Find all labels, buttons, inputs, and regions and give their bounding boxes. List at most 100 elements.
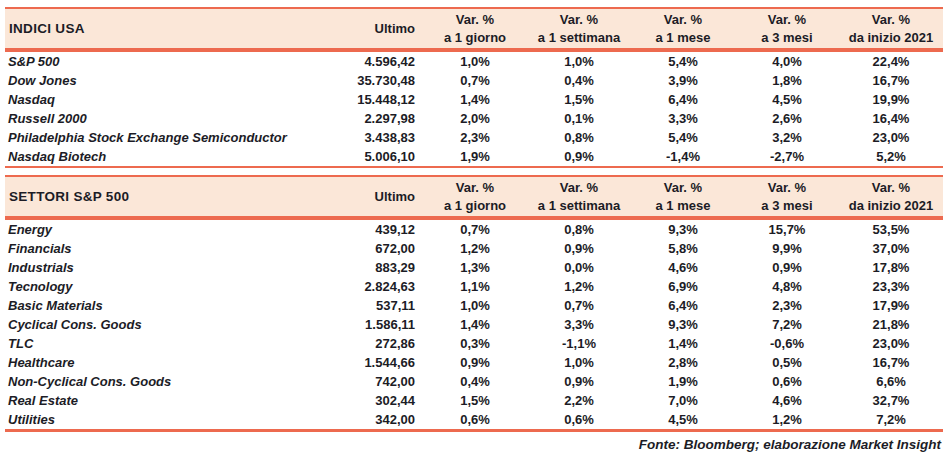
var-value: 6,9% <box>631 279 735 294</box>
var-value: 7,2% <box>839 412 943 427</box>
var-value: 4,5% <box>735 92 839 107</box>
row-label: Russell 2000 <box>5 111 333 126</box>
table-row: S&P 5004.596,421,0%1,0%5,4%4,0%22,4% <box>5 52 943 71</box>
var-value: 16,4% <box>839 111 943 126</box>
var-value: 0,0% <box>527 260 631 275</box>
indici-usa-header-row: INDICI USA Ultimo Var. % a 1 giorno Var.… <box>5 7 943 48</box>
var-value: 1,5% <box>527 92 631 107</box>
ultimo-value: 2.824,63 <box>333 279 423 294</box>
var-value: 2,2% <box>527 393 631 408</box>
period-label: a 1 giorno <box>423 29 527 47</box>
var-value: 19,9% <box>839 92 943 107</box>
col-header-var-1-settimana: Var. % a 1 settimana <box>527 177 631 216</box>
row-label: Healthcare <box>5 355 333 370</box>
var-label: Var. % <box>527 179 631 197</box>
row-label: Energy <box>5 222 333 237</box>
var-value: 0,7% <box>527 298 631 313</box>
row-label: S&P 500 <box>5 54 333 69</box>
col-header-var-1-giorno: Var. % a 1 giorno <box>423 177 527 216</box>
var-value: 9,3% <box>631 222 735 237</box>
row-label: Industrials <box>5 260 333 275</box>
var-value: 0,5% <box>735 355 839 370</box>
var-label: Var. % <box>631 179 735 197</box>
table-bottom-rule <box>5 429 943 432</box>
table-row: Utilities342,000,6%0,6%4,5%1,2%7,2% <box>5 410 943 429</box>
var-value: 1,4% <box>423 92 527 107</box>
var-value: 9,9% <box>735 241 839 256</box>
var-value: 6,4% <box>631 298 735 313</box>
var-value: 4,8% <box>735 279 839 294</box>
var-value: 0,6% <box>735 374 839 389</box>
row-label: Dow Jones <box>5 73 333 88</box>
var-value: 1,9% <box>631 374 735 389</box>
row-label: Philadelphia Stock Exchange Semiconducto… <box>5 130 333 145</box>
var-value: 23,0% <box>839 130 943 145</box>
period-label: a 1 settimana <box>527 197 631 215</box>
var-value: 4,0% <box>735 54 839 69</box>
var-value: 7,0% <box>631 393 735 408</box>
row-label: Real Estate <box>5 393 333 408</box>
var-value: 0,7% <box>423 222 527 237</box>
ultimo-value: 4.596,42 <box>333 54 423 69</box>
row-label: Nasdaq Biotech <box>5 149 333 164</box>
table-row: Energy439,120,7%0,8%9,3%15,7%53,5% <box>5 220 943 239</box>
var-value: 0,6% <box>423 412 527 427</box>
var-value: 0,9% <box>423 355 527 370</box>
var-label: Var. % <box>423 179 527 197</box>
var-value: 1,1% <box>423 279 527 294</box>
ultimo-value: 5.006,10 <box>333 149 423 164</box>
col-header-var-inizio-2021: Var. % da inizio 2021 <box>839 177 943 216</box>
indici-usa-rows: S&P 5004.596,421,0%1,0%5,4%4,0%22,4% Dow … <box>5 52 943 166</box>
ultimo-value: 342,00 <box>333 412 423 427</box>
period-label: a 1 settimana <box>527 29 631 47</box>
var-value: 5,2% <box>839 149 943 164</box>
table-row: TLC272,860,3%-1,1%1,4%-0,6%23,0% <box>5 334 943 353</box>
var-value: 6,4% <box>631 92 735 107</box>
var-value: -1,4% <box>631 149 735 164</box>
var-value: 1,8% <box>735 73 839 88</box>
row-label: Utilities <box>5 412 333 427</box>
var-value: 4,5% <box>631 412 735 427</box>
table-row: Philadelphia Stock Exchange Semiconducto… <box>5 128 943 147</box>
table-row: Industrials883,291,3%0,0%4,6%0,9%17,8% <box>5 258 943 277</box>
var-value: 0,4% <box>527 73 631 88</box>
ultimo-value: 883,29 <box>333 260 423 275</box>
ultimo-value: 1.544,66 <box>333 355 423 370</box>
settori-sp500-rows: Energy439,120,7%0,8%9,3%15,7%53,5%Financ… <box>5 220 943 429</box>
var-value: 1,4% <box>423 317 527 332</box>
row-label: Basic Materials <box>5 298 333 313</box>
table-row: Nasdaq Biotech5.006,101,9%0,9%-1,4%-2,7%… <box>5 147 943 166</box>
var-value: 53,5% <box>839 222 943 237</box>
ultimo-value: 672,00 <box>333 241 423 256</box>
ultimo-value: 35.730,48 <box>333 73 423 88</box>
period-label: da inizio 2021 <box>839 29 943 47</box>
var-label: Var. % <box>735 11 839 29</box>
var-value: 16,7% <box>839 73 943 88</box>
ultimo-value: 272,86 <box>333 336 423 351</box>
col-header-ultimo: Ultimo <box>333 9 423 48</box>
var-value: 37,0% <box>839 241 943 256</box>
var-value: 4,6% <box>631 260 735 275</box>
period-label: a 1 mese <box>631 197 735 215</box>
table-row: Basic Materials537,111,0%0,7%6,4%2,3%17,… <box>5 296 943 315</box>
var-label: Var. % <box>527 11 631 29</box>
var-value: 17,9% <box>839 298 943 313</box>
col-header-var-inizio-2021: Var. % da inizio 2021 <box>839 9 943 48</box>
col-header-var-3-mesi: Var. % a 3 mesi <box>735 9 839 48</box>
var-value: 5,8% <box>631 241 735 256</box>
var-value: 0,4% <box>423 374 527 389</box>
var-value: 2,3% <box>735 298 839 313</box>
period-label: a 1 mese <box>631 29 735 47</box>
var-value: 1,0% <box>527 355 631 370</box>
ultimo-value: 15.448,12 <box>333 92 423 107</box>
var-value: 0,9% <box>735 260 839 275</box>
ultimo-value: 439,12 <box>333 222 423 237</box>
var-value: 0,3% <box>423 336 527 351</box>
var-value: 0,7% <box>423 73 527 88</box>
var-value: 2,8% <box>631 355 735 370</box>
var-value: 0,6% <box>527 412 631 427</box>
table-row: Russell 20002.297,982,0%0,1%3,3%2,6%16,4… <box>5 109 943 128</box>
ultimo-value: 3.438,83 <box>333 130 423 145</box>
col-header-var-3-mesi: Var. % a 3 mesi <box>735 177 839 216</box>
var-value: 0,9% <box>527 241 631 256</box>
